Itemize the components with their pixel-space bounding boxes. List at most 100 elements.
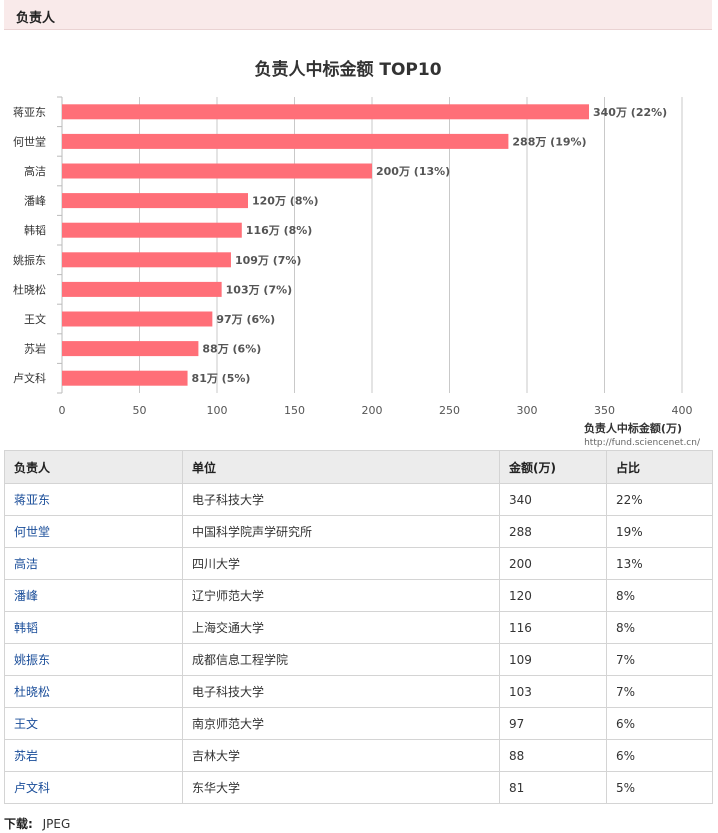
cell-person: 卢文科	[4, 771, 183, 804]
bar	[62, 133, 509, 149]
cell-share: 19%	[606, 515, 713, 548]
person-link[interactable]: 王文	[14, 717, 39, 731]
cell-institution: 中国科学院声学研究所	[182, 515, 500, 548]
data-label: 81万 (5%)	[192, 372, 251, 385]
cell-amount: 120	[499, 579, 607, 612]
table-row: 姚振东 成都信息工程学院 109 7%	[4, 643, 713, 676]
x-axis-label: 负责人中标金额(万)	[584, 421, 682, 435]
cell-institution: 辽宁师范大学	[182, 579, 500, 612]
cell-amount: 200	[499, 547, 607, 580]
y-category-label: 杜晓松	[13, 282, 46, 296]
chart-title: 负责人中标金额 TOP10	[254, 59, 441, 80]
table-row: 蒋亚东 电子科技大学 340 22%	[4, 483, 713, 516]
data-label: 109万 (7%)	[235, 254, 302, 267]
cell-person: 高洁	[4, 547, 183, 580]
person-link[interactable]: 卢文科	[14, 781, 51, 795]
cell-share: 22%	[606, 483, 713, 516]
y-category-label: 卢文科	[13, 371, 46, 385]
chart-source: http://fund.sciencenet.cn/	[584, 438, 701, 448]
cell-person: 苏岩	[4, 739, 183, 772]
table-header-row: 负责人 单位 金额(万) 占比	[4, 450, 713, 484]
cell-amount: 88	[499, 739, 607, 772]
cell-share: 7%	[606, 675, 713, 708]
person-link[interactable]: 何世堂	[14, 525, 51, 539]
table-row: 王文 南京师范大学 97 6%	[4, 707, 713, 740]
bar	[62, 163, 372, 179]
cell-person: 潘峰	[4, 579, 183, 612]
x-tick-label: 50	[133, 404, 147, 417]
person-link[interactable]: 潘峰	[14, 589, 39, 603]
cell-institution: 电子科技大学	[182, 483, 500, 516]
table-row: 杜晓松 电子科技大学 103 7%	[4, 675, 713, 708]
section-title: 负责人	[16, 11, 56, 26]
data-label: 288万 (19%)	[512, 135, 586, 148]
bar	[62, 311, 213, 327]
cell-institution: 南京师范大学	[182, 707, 500, 740]
cell-person: 蒋亚东	[4, 483, 183, 516]
x-tick-label: 400	[672, 404, 693, 417]
cell-person: 王文	[4, 707, 183, 740]
cell-person: 杜晓松	[4, 675, 183, 708]
bar	[62, 370, 188, 386]
bar	[62, 281, 222, 297]
download-bar: 下载: JPEG	[4, 815, 70, 832]
cell-amount: 109	[499, 643, 607, 676]
column-header: 金额(万)	[499, 450, 607, 484]
x-tick-label: 350	[594, 404, 615, 417]
y-category-label: 韩韬	[24, 223, 46, 237]
column-header: 占比	[606, 450, 713, 484]
person-link[interactable]: 杜晓松	[14, 685, 51, 699]
cell-person: 韩韬	[4, 611, 183, 644]
x-tick-label: 100	[207, 404, 228, 417]
cell-share: 6%	[606, 707, 713, 740]
table-row: 苏岩 吉林大学 88 6%	[4, 739, 713, 772]
cell-amount: 103	[499, 675, 607, 708]
bar	[62, 193, 248, 209]
bar	[62, 222, 242, 238]
cell-institution: 电子科技大学	[182, 675, 500, 708]
x-tick-label: 300	[517, 404, 538, 417]
y-category-label: 蒋亚东	[13, 106, 46, 119]
cell-institution: 四川大学	[182, 547, 500, 580]
y-category-label: 王文	[24, 312, 46, 326]
download-label: 下载:	[4, 817, 33, 831]
column-header: 负责人	[4, 450, 183, 484]
person-link[interactable]: 蒋亚东	[14, 493, 51, 507]
cell-person: 何世堂	[4, 515, 183, 548]
results-table: 负责人 单位 金额(万) 占比 蒋亚东 电子科技大学 340 22% 何世堂 中国科学院声…	[4, 450, 713, 804]
y-category-label: 高洁	[24, 164, 46, 178]
bar-chart: 负责人中标金额 TOP10 0 50 100 150 200 250 300 350 400 蒋亚东…	[13, 59, 701, 448]
person-link[interactable]: 苏岩	[14, 749, 39, 763]
y-category-label: 潘峰	[24, 195, 46, 208]
data-label: 97万 (6%)	[216, 313, 275, 326]
y-category-label: 何世堂	[13, 135, 46, 148]
bar	[62, 104, 589, 120]
cell-institution: 东华大学	[182, 771, 500, 804]
person-link[interactable]: 姚振东	[14, 653, 51, 667]
x-tick-label: 200	[362, 404, 383, 417]
cell-share: 8%	[606, 611, 713, 644]
cell-amount: 97	[499, 707, 607, 740]
cell-institution: 成都信息工程学院	[182, 643, 500, 676]
bar	[62, 252, 231, 268]
table-row: 韩韬 上海交通大学 116 8%	[4, 611, 713, 644]
cell-amount: 288	[499, 515, 607, 548]
x-tick-label: 150	[284, 404, 305, 417]
cell-share: 6%	[606, 739, 713, 772]
y-category-label: 苏岩	[24, 342, 46, 356]
data-label: 200万 (13%)	[376, 165, 450, 178]
person-link[interactable]: 高洁	[14, 557, 39, 571]
cell-share: 5%	[606, 771, 713, 804]
cell-amount: 116	[499, 611, 607, 644]
y-category-label: 姚振东	[13, 253, 46, 267]
table-row: 何世堂 中国科学院声学研究所 288 19%	[4, 515, 713, 548]
table-row: 高洁 四川大学 200 13%	[4, 547, 713, 580]
download-jpeg-link[interactable]: JPEG	[42, 817, 71, 831]
section-header: 负责人	[4, 0, 712, 30]
person-link[interactable]: 韩韬	[14, 621, 39, 635]
cell-share: 13%	[606, 547, 713, 580]
data-label: 88万 (6%)	[202, 343, 261, 356]
cell-person: 姚振东	[4, 643, 183, 676]
bar	[62, 341, 199, 357]
cell-amount: 81	[499, 771, 607, 804]
